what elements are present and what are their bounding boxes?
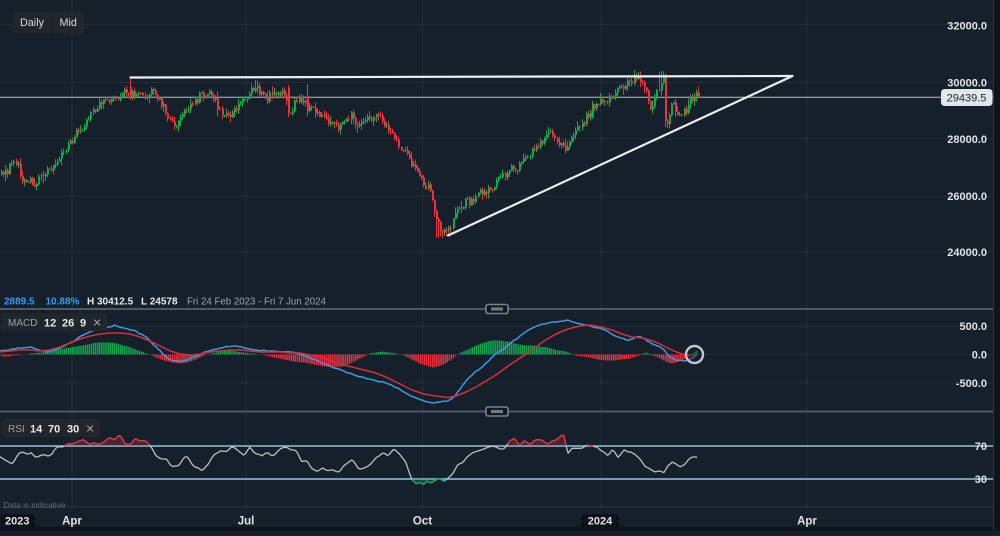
svg-text:2024: 2024 xyxy=(588,516,613,528)
svg-text:Mid: Mid xyxy=(59,17,76,29)
svg-text:Fri 24 Feb 2023 - Fri 7 Jun 20: Fri 24 Feb 2023 - Fri 7 Jun 2024 xyxy=(187,297,327,308)
svg-text:70: 70 xyxy=(48,424,60,436)
svg-text:70: 70 xyxy=(975,441,987,453)
svg-text:Apr: Apr xyxy=(797,516,817,528)
svg-text:26000.0: 26000.0 xyxy=(947,191,987,203)
svg-text:30: 30 xyxy=(975,474,987,486)
svg-text:32000.0: 32000.0 xyxy=(947,20,987,32)
svg-text:✕: ✕ xyxy=(93,318,102,330)
svg-text:10.88%: 10.88% xyxy=(46,297,80,308)
svg-text:Data is indicative: Data is indicative xyxy=(4,501,66,510)
svg-text:Apr: Apr xyxy=(62,516,82,528)
svg-text:28000.0: 28000.0 xyxy=(947,134,987,146)
svg-text:MACD: MACD xyxy=(8,318,37,329)
svg-text:30: 30 xyxy=(67,424,79,436)
svg-text:L 24578: L 24578 xyxy=(141,297,178,308)
svg-text:✕: ✕ xyxy=(86,424,95,436)
svg-text:H 30412.5: H 30412.5 xyxy=(87,297,134,308)
svg-text:Jul: Jul xyxy=(238,516,255,528)
svg-text:9: 9 xyxy=(80,318,86,330)
svg-text:12: 12 xyxy=(44,318,56,330)
svg-text:14: 14 xyxy=(30,424,43,436)
svg-text:0.0: 0.0 xyxy=(972,350,987,362)
svg-text:2889.5: 2889.5 xyxy=(4,297,35,308)
svg-text:Oct: Oct xyxy=(413,516,432,528)
svg-text:29439.5: 29439.5 xyxy=(947,92,987,104)
svg-text:Daily: Daily xyxy=(20,17,45,29)
svg-text:-500.0: -500.0 xyxy=(956,378,987,390)
svg-text:500.0: 500.0 xyxy=(959,321,987,333)
svg-text:24000.0: 24000.0 xyxy=(947,247,987,259)
svg-text:26: 26 xyxy=(62,318,74,330)
svg-text:30000.0: 30000.0 xyxy=(947,77,987,89)
svg-text:2023: 2023 xyxy=(5,516,29,528)
svg-text:RSI: RSI xyxy=(8,424,25,435)
